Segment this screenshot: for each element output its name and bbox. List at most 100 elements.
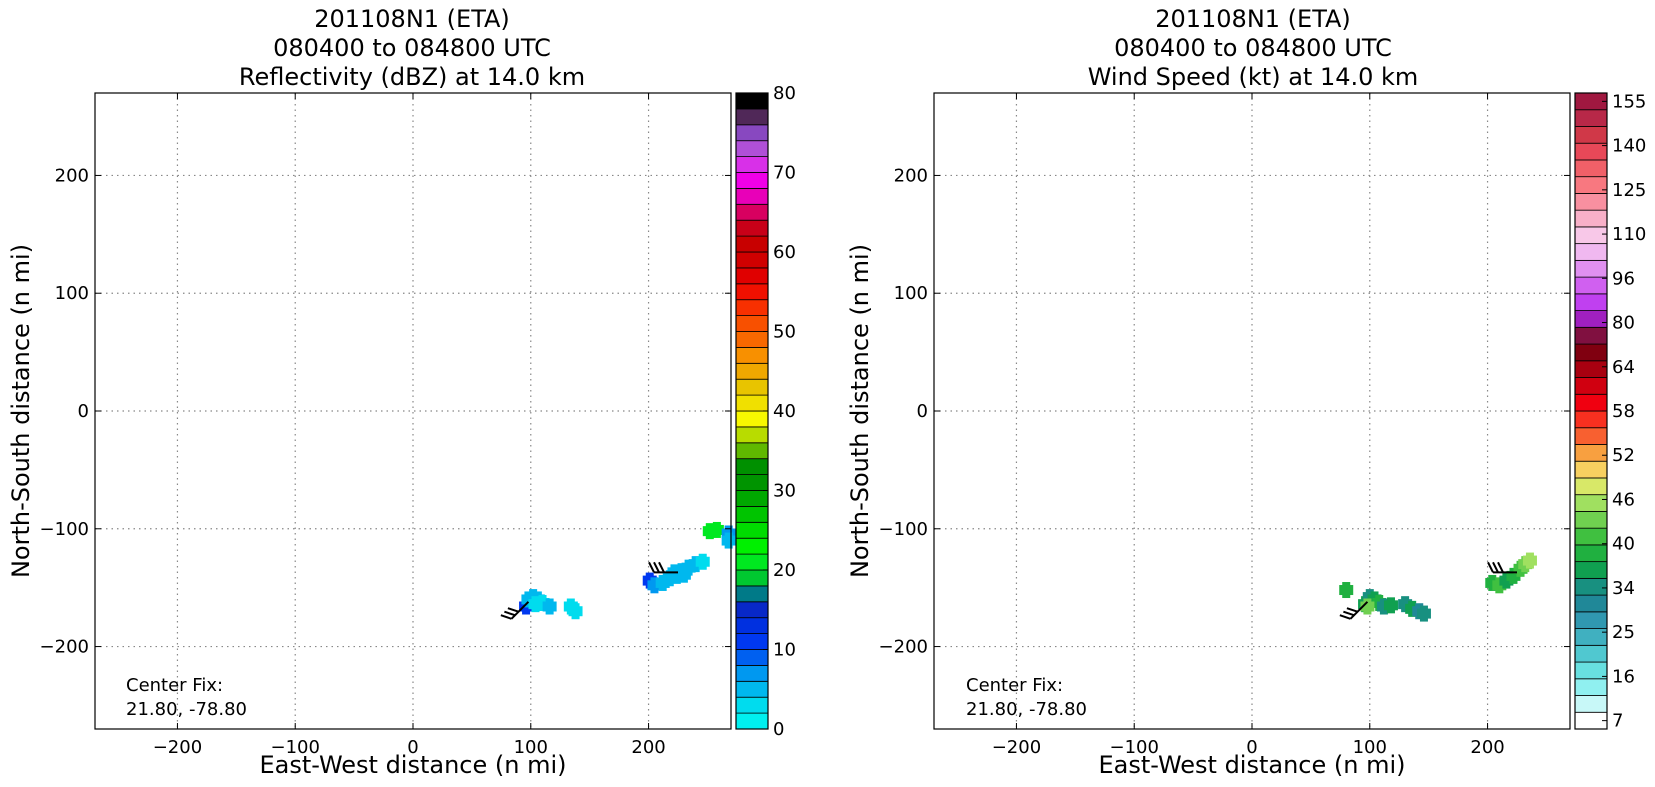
chart-title-line-1: 201108N1 (ETA) <box>314 5 510 33</box>
colorbar-segment <box>1574 561 1608 579</box>
colorbar-segment <box>735 696 769 714</box>
colorbar-segment <box>1574 494 1608 512</box>
colorbar-segment <box>735 219 769 237</box>
colorbar-tick-label: 125 <box>1612 180 1646 201</box>
wind-barb-flag <box>500 614 512 620</box>
colorbar-segment <box>1574 611 1608 629</box>
data-point-core <box>658 574 667 591</box>
colorbar-tick-label: 155 <box>1612 91 1646 112</box>
colorbar-segment <box>1574 193 1608 211</box>
x-tick-label: −100 <box>270 737 319 758</box>
colorbar-segment <box>735 490 769 507</box>
colorbar-segment <box>1574 293 1608 311</box>
data-point-core <box>724 532 733 549</box>
colorbar-tick-label: 50 <box>773 322 796 343</box>
data-point-core <box>1408 600 1417 617</box>
colorbar-tick-label: 0 <box>773 719 784 740</box>
data-marks <box>519 521 736 620</box>
data-point-core <box>571 603 580 620</box>
x-tick-label: 200 <box>1470 737 1504 758</box>
data-point-core <box>705 523 714 540</box>
colorbar-segment <box>735 299 769 317</box>
colorbar-segment <box>735 92 769 110</box>
colorbar-tick-label: 64 <box>1612 357 1635 378</box>
colorbar-segment <box>735 394 769 412</box>
wind-barb-flag <box>1343 610 1355 617</box>
colorbar-segment <box>735 553 769 571</box>
colorbar-segment <box>735 124 769 142</box>
colorbar-segment <box>1574 159 1608 178</box>
colorbar-segment <box>1574 427 1608 445</box>
data-point-core <box>1363 598 1372 615</box>
wind-barb <box>1487 561 1517 574</box>
x-axis-label: East-West distance (n mi) <box>259 751 566 779</box>
colorbar-segment <box>1574 460 1608 479</box>
y-axis-label: North-South distance (n mi) <box>846 244 874 578</box>
colorbar-segment <box>1574 109 1608 127</box>
data-point-core <box>1342 582 1351 599</box>
colorbar-segment <box>735 537 769 555</box>
colorbar-segment <box>1574 511 1608 529</box>
colorbar-segment <box>735 712 769 730</box>
colorbar-segment <box>1574 393 1608 412</box>
colorbar-tick-label: 25 <box>1612 622 1635 643</box>
colorbar-segment <box>735 362 769 380</box>
x-tick-label: 100 <box>1353 737 1387 758</box>
colorbar-segment <box>1574 276 1608 295</box>
colorbar-tick-label: 20 <box>773 560 796 581</box>
colorbar-segment <box>1574 377 1608 395</box>
colorbar-tick-label: 30 <box>773 481 796 502</box>
colorbar-segment <box>1574 678 1608 696</box>
colorbar-segment <box>1574 126 1608 144</box>
x-tick-label: −100 <box>1109 737 1158 758</box>
colorbar-segment <box>1574 527 1608 546</box>
colorbar-segment <box>1574 326 1608 345</box>
wind-barb-flag <box>1346 607 1358 613</box>
colorbar-segment <box>1574 628 1608 646</box>
data-point-core <box>545 598 554 615</box>
colorbar-segment <box>735 521 769 539</box>
y-tick-label: −200 <box>879 637 928 658</box>
colorbar-segment <box>735 108 769 126</box>
colorbar-segment <box>735 410 769 428</box>
colorbar-tick-label: 140 <box>1612 136 1646 157</box>
y-tick-label: 100 <box>894 283 928 304</box>
colorbar-segment <box>735 649 769 666</box>
colorbar-tick-label: 60 <box>773 242 796 263</box>
y-tick-label: 0 <box>917 401 928 422</box>
wind-barb-flag <box>1492 561 1499 573</box>
wind-barb-flag <box>1487 561 1494 573</box>
colorbar-segment <box>735 172 769 189</box>
x-tick-label: 0 <box>407 737 418 758</box>
colorbar-segment <box>1574 343 1608 362</box>
data-point-core <box>1509 567 1518 584</box>
plot-frame <box>94 92 732 730</box>
colorbar-segment <box>1574 477 1608 496</box>
colorbar-segment <box>735 156 769 173</box>
colorbar-tick-label: 110 <box>1612 224 1646 245</box>
panel-wind-speed: 201108N1 (ETA) 080400 to 084800 UTC Wind… <box>846 5 1646 779</box>
data-point-core <box>1401 596 1410 613</box>
grid <box>934 93 1570 729</box>
colorbar-segment <box>735 474 769 491</box>
colorbar-segment <box>1574 209 1608 228</box>
colorbar-segment <box>1574 544 1608 563</box>
data-point-core <box>665 570 674 587</box>
colorbar-segment <box>735 378 769 396</box>
colorbar-segment <box>735 569 769 587</box>
data-point-core <box>679 566 688 583</box>
colorbar-segment <box>735 505 769 523</box>
x-tick-label: 100 <box>514 737 548 758</box>
y-tick-label: −100 <box>879 519 928 540</box>
colorbar-segment <box>735 331 769 348</box>
y-axis-label: North-South distance (n mi) <box>7 244 35 578</box>
chart-title-line-3: Reflectivity (dBZ) at 14.0 km <box>239 63 585 91</box>
colorbar-segment <box>1574 695 1608 713</box>
colorbar-tick-label: 40 <box>773 401 796 422</box>
data-point-core <box>531 596 540 613</box>
colorbar-segment <box>735 315 769 332</box>
chart-title-line-2: 080400 to 084800 UTC <box>1114 34 1392 62</box>
center-fix-value: 21.80, -78.80 <box>966 699 1087 720</box>
data-marks <box>1339 552 1537 622</box>
data-point-core <box>712 521 721 538</box>
